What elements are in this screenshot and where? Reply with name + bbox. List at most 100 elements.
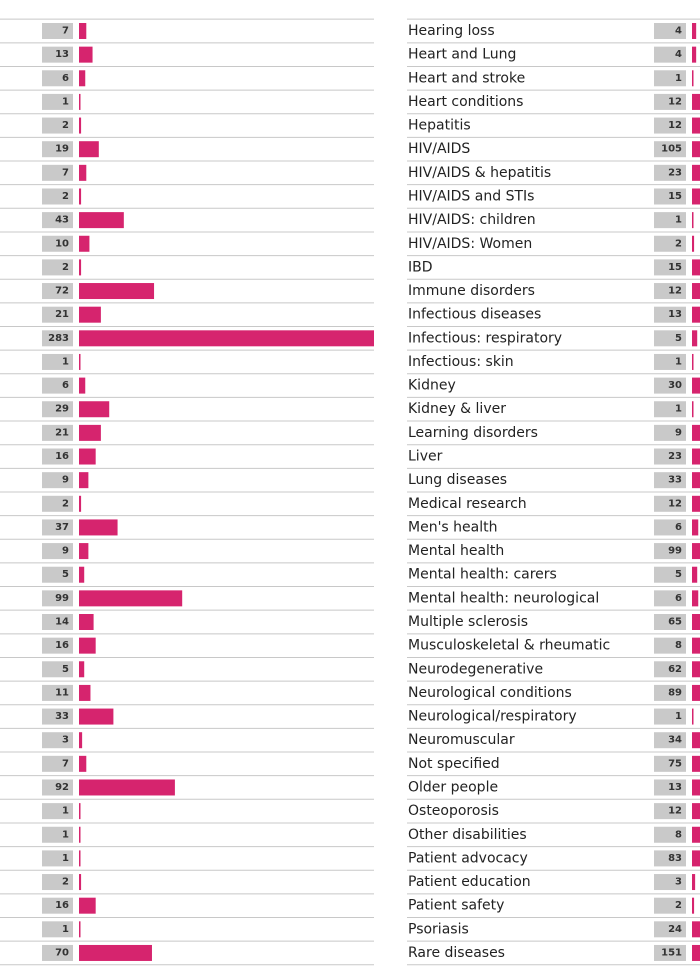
category-label: HIV/AIDS & hepatitis — [408, 165, 551, 181]
value-label: 37 — [55, 522, 69, 533]
value-label: 19 — [55, 144, 69, 155]
category-label: Musculoskeletal & rheumatic — [408, 638, 610, 654]
bar — [79, 283, 155, 300]
value-box — [42, 23, 73, 39]
value-label: 12 — [668, 286, 682, 297]
value-box — [654, 188, 686, 205]
value-box — [654, 212, 686, 229]
category-label: Mental health: neurological — [408, 590, 599, 606]
value-box — [654, 590, 686, 607]
bar — [692, 235, 695, 252]
value-box — [42, 755, 73, 772]
bar — [79, 141, 99, 158]
value-box — [654, 614, 686, 630]
value-box — [654, 519, 686, 536]
bar — [692, 826, 700, 843]
bar — [692, 377, 700, 394]
value-box — [654, 448, 686, 465]
bar — [692, 874, 696, 891]
value-label: 6 — [62, 380, 69, 391]
value-label: 24 — [668, 924, 682, 935]
value-label: 11 — [55, 687, 69, 698]
category-label: Patient education — [408, 874, 531, 890]
value-box — [654, 70, 686, 87]
bar — [79, 590, 183, 607]
value-label: 23 — [668, 451, 682, 462]
bar — [79, 212, 124, 229]
value-box — [654, 353, 686, 370]
category-label: Mental health — [408, 543, 504, 559]
value-box — [654, 755, 686, 772]
category-label: Infectious: respiratory — [408, 330, 562, 346]
bar — [79, 874, 82, 891]
value-box — [654, 377, 686, 394]
bar — [692, 779, 700, 796]
bar — [692, 684, 700, 701]
value-label: 23 — [668, 167, 682, 178]
bar — [79, 519, 118, 536]
category-label: Not specified — [408, 756, 500, 772]
value-label: 2 — [62, 120, 69, 131]
category-label: Heart and Lung — [408, 47, 516, 63]
bar — [79, 755, 87, 772]
value-label: 10 — [55, 238, 69, 249]
value-label: 7 — [62, 26, 69, 37]
value-label: 5 — [62, 569, 69, 580]
bar — [692, 566, 698, 583]
bar — [79, 424, 101, 441]
category-label: Rare diseases — [408, 945, 505, 961]
value-label: 6 — [675, 522, 682, 533]
value-box — [42, 306, 73, 323]
bar — [79, 188, 82, 205]
value-box — [42, 684, 73, 701]
bar — [692, 944, 700, 961]
bar — [692, 519, 699, 536]
value-label: 72 — [55, 286, 69, 297]
value-box — [42, 708, 73, 725]
category-label: Heart conditions — [408, 94, 523, 110]
category-label: HIV/AIDS — [408, 141, 470, 157]
value-label: 283 — [48, 333, 69, 344]
category-label: Kidney & liver — [408, 401, 506, 417]
value-label: 34 — [668, 735, 682, 746]
bar — [79, 543, 89, 560]
value-label: 4 — [675, 49, 682, 60]
bar — [692, 259, 700, 276]
value-box — [654, 566, 686, 583]
category-label: Infectious diseases — [408, 307, 541, 323]
value-box — [654, 779, 686, 796]
value-box — [42, 235, 73, 252]
bar — [692, 614, 700, 630]
value-label: 16 — [55, 640, 69, 651]
bar — [79, 472, 89, 489]
bar — [692, 353, 694, 370]
category-label: Mental health: carers — [408, 567, 557, 583]
category-label: Patient advocacy — [408, 850, 528, 866]
value-label: 1 — [675, 356, 682, 367]
bar — [692, 661, 700, 678]
bar — [692, 590, 699, 607]
category-label: Learning disorders — [408, 425, 538, 441]
bar — [692, 897, 695, 914]
value-label: 8 — [675, 640, 682, 651]
category-label: Hearing loss — [408, 23, 495, 39]
category-label: Heart and stroke — [408, 70, 525, 86]
value-box — [654, 661, 686, 678]
bar — [692, 850, 700, 867]
bar — [79, 23, 87, 39]
value-label: 2 — [675, 900, 682, 911]
category-label: Neuromuscular — [408, 732, 515, 748]
value-box — [42, 46, 73, 63]
bar — [692, 401, 694, 418]
bar — [692, 212, 694, 229]
value-box — [42, 495, 73, 512]
value-box — [42, 921, 73, 938]
category-label: Neurological conditions — [408, 685, 572, 701]
bar — [692, 803, 700, 820]
category-label: Liver — [408, 449, 443, 465]
value-box — [654, 23, 686, 39]
value-label: 1 — [62, 96, 69, 107]
value-label: 9 — [675, 427, 682, 438]
bar — [692, 543, 700, 560]
